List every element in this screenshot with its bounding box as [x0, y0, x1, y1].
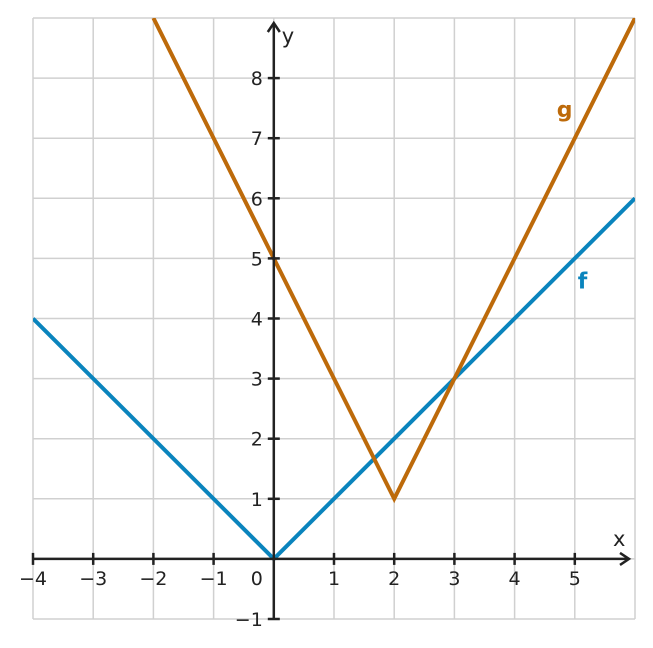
x-tick-label: −1	[200, 568, 228, 590]
x-tick-label: −4	[19, 568, 47, 590]
y-tick-label: 7	[251, 128, 263, 150]
y-tick-label: −1	[235, 609, 263, 631]
x-tick-label: 4	[509, 568, 521, 590]
y-tick-label: 3	[251, 369, 263, 391]
y-tick-label: 8	[251, 68, 263, 90]
x-tick-label: 3	[448, 568, 460, 590]
x-axis-label: x	[613, 527, 625, 551]
x-tick-label: −2	[139, 568, 167, 590]
y-axis-arrowhead	[266, 20, 281, 33]
series-labels: fg	[557, 98, 588, 294]
y-tick-label: 6	[251, 188, 263, 210]
origin-label: 0	[251, 568, 263, 590]
x-tick-label: 5	[569, 568, 581, 590]
x-tick-label: 2	[388, 568, 400, 590]
ticks: −4 −3 −2 −1 1 2 3 4 5 −1 1 2 3 4 5 6 7 8	[19, 68, 581, 631]
grid	[32, 17, 636, 620]
x-tick-label: −3	[79, 568, 107, 590]
y-tick-label: 5	[251, 248, 263, 270]
x-tick-label: 1	[328, 568, 340, 590]
y-tick-label: 1	[251, 489, 263, 511]
series-line-g	[151, 18, 635, 504]
series-label-f: f	[578, 269, 588, 294]
y-tick-label: 2	[251, 429, 263, 451]
x-axis-arrowhead	[619, 551, 632, 566]
series-label-g: g	[557, 98, 573, 123]
axes: x y 0	[33, 20, 632, 619]
y-axis-label: y	[282, 24, 294, 48]
y-tick-label: 4	[251, 309, 263, 331]
